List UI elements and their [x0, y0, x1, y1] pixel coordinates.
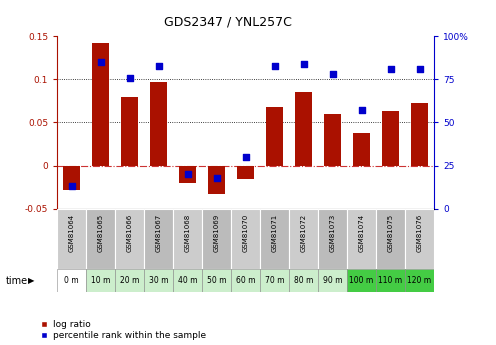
- Text: 70 m: 70 m: [265, 276, 284, 285]
- Text: 50 m: 50 m: [207, 276, 226, 285]
- Point: [300, 61, 308, 67]
- Bar: [179, 166, 196, 183]
- Text: GSM81074: GSM81074: [359, 214, 365, 252]
- Text: 90 m: 90 m: [323, 276, 342, 285]
- Text: GSM81065: GSM81065: [98, 214, 104, 252]
- Point: [358, 108, 366, 113]
- Bar: [144, 269, 173, 292]
- Text: GSM81072: GSM81072: [301, 214, 307, 252]
- Bar: [173, 209, 202, 269]
- Bar: [92, 43, 109, 166]
- Bar: [289, 209, 318, 269]
- Text: 110 m: 110 m: [378, 276, 403, 285]
- Bar: [411, 103, 428, 166]
- Bar: [115, 269, 144, 292]
- Bar: [318, 269, 347, 292]
- Bar: [318, 209, 347, 269]
- Text: 120 m: 120 m: [407, 276, 432, 285]
- Point: [242, 154, 249, 160]
- Text: GSM81076: GSM81076: [417, 214, 423, 252]
- Point: [125, 75, 133, 80]
- Text: GSM81070: GSM81070: [243, 214, 248, 252]
- Bar: [173, 269, 202, 292]
- Bar: [324, 114, 341, 166]
- Text: GSM81069: GSM81069: [213, 214, 220, 252]
- Bar: [266, 107, 283, 166]
- Text: GSM81067: GSM81067: [156, 214, 162, 252]
- Bar: [86, 209, 115, 269]
- Bar: [376, 209, 405, 269]
- Bar: [376, 269, 405, 292]
- Text: GDS2347 / YNL257C: GDS2347 / YNL257C: [164, 16, 292, 29]
- Bar: [63, 166, 80, 190]
- Point: [155, 63, 163, 68]
- Bar: [231, 209, 260, 269]
- Text: GSM81068: GSM81068: [185, 214, 190, 252]
- Bar: [353, 133, 370, 166]
- Text: GSM81071: GSM81071: [271, 214, 278, 252]
- Bar: [121, 97, 138, 166]
- Text: 0 m: 0 m: [64, 276, 79, 285]
- Bar: [405, 269, 434, 292]
- Text: time: time: [6, 276, 28, 286]
- Text: 60 m: 60 m: [236, 276, 255, 285]
- Bar: [347, 269, 376, 292]
- Text: 100 m: 100 m: [349, 276, 373, 285]
- Bar: [347, 209, 376, 269]
- Point: [270, 63, 278, 68]
- Text: GSM81073: GSM81073: [329, 214, 335, 252]
- Text: 10 m: 10 m: [91, 276, 110, 285]
- Point: [386, 66, 394, 72]
- Text: 30 m: 30 m: [149, 276, 168, 285]
- Bar: [289, 269, 318, 292]
- Text: 40 m: 40 m: [178, 276, 197, 285]
- Text: 80 m: 80 m: [294, 276, 313, 285]
- Bar: [231, 269, 260, 292]
- Point: [213, 175, 221, 180]
- Point: [328, 71, 336, 77]
- Bar: [202, 209, 231, 269]
- Bar: [86, 269, 115, 292]
- Bar: [260, 209, 289, 269]
- Bar: [57, 209, 86, 269]
- Text: ▶: ▶: [28, 276, 35, 285]
- Text: 20 m: 20 m: [120, 276, 139, 285]
- Bar: [382, 111, 399, 166]
- Text: GSM81075: GSM81075: [387, 214, 393, 252]
- Bar: [144, 209, 173, 269]
- Bar: [208, 166, 225, 194]
- Point: [184, 171, 191, 177]
- Bar: [115, 209, 144, 269]
- Bar: [260, 269, 289, 292]
- Bar: [295, 92, 312, 166]
- Point: [416, 66, 424, 72]
- Bar: [57, 269, 86, 292]
- Point: [97, 59, 105, 65]
- Bar: [202, 269, 231, 292]
- Legend: log ratio, percentile rank within the sample: log ratio, percentile rank within the sa…: [39, 320, 206, 341]
- Text: GSM81064: GSM81064: [68, 214, 74, 252]
- Point: [67, 184, 75, 189]
- Bar: [405, 209, 434, 269]
- Bar: [237, 166, 254, 179]
- Bar: [150, 82, 167, 166]
- Text: GSM81066: GSM81066: [126, 214, 132, 252]
